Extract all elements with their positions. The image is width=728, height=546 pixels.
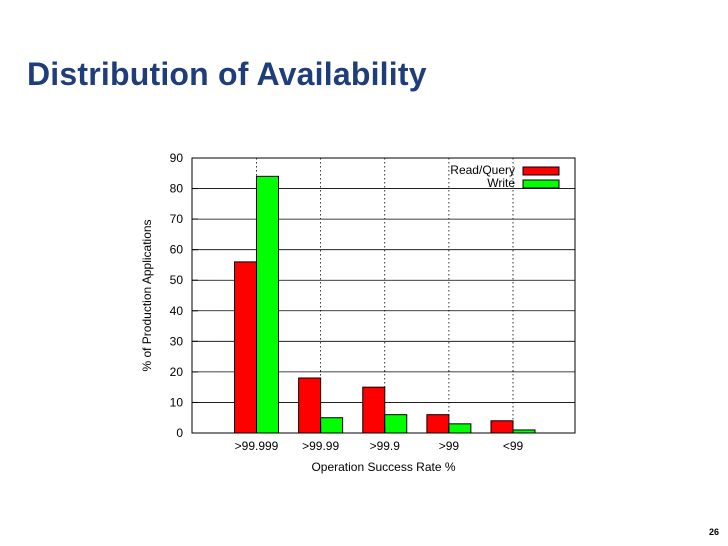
bar-write bbox=[256, 175, 279, 434]
y-tick-label: 20 bbox=[170, 365, 184, 379]
x-tick-label: >99 bbox=[439, 439, 460, 453]
y-tick-label: 50 bbox=[170, 273, 184, 287]
bar-read-query bbox=[490, 420, 514, 434]
page-number: 26 bbox=[708, 527, 719, 537]
x-tick-label: >99.99 bbox=[302, 439, 339, 453]
y-tick-label: 90 bbox=[170, 151, 184, 165]
x-axis-label: Operation Success Rate % bbox=[311, 460, 455, 474]
bars bbox=[234, 175, 536, 434]
x-tick-label: >99.999 bbox=[235, 439, 279, 453]
bar-read-query bbox=[426, 414, 450, 434]
y-tick-label: 30 bbox=[170, 334, 184, 348]
y-tick-label: 60 bbox=[170, 243, 184, 257]
y-tick-label: 10 bbox=[170, 395, 184, 409]
legend-swatch bbox=[522, 179, 560, 189]
y-tick-label: 40 bbox=[170, 304, 184, 318]
y-tick-label: 0 bbox=[176, 426, 183, 440]
x-tick-label: <99 bbox=[503, 439, 524, 453]
legend-swatch bbox=[522, 166, 560, 176]
y-axis-label: % of Production Applications bbox=[140, 219, 154, 371]
bar-write bbox=[384, 414, 408, 434]
legend-label: Read/Query bbox=[450, 163, 515, 177]
y-tick-label: 70 bbox=[170, 212, 184, 226]
y-tick-label: 80 bbox=[170, 182, 184, 196]
bar-read-query bbox=[362, 386, 386, 434]
plot-frame bbox=[191, 157, 576, 434]
bar-write bbox=[320, 417, 344, 434]
x-tick-label: >99.9 bbox=[370, 439, 401, 453]
bar-read-query bbox=[234, 261, 257, 434]
slide-title: Distribution of Availability bbox=[27, 56, 427, 92]
bar-write bbox=[448, 423, 472, 434]
axis-ticks: 0 10 20 30 40 50 60 70 80 90 >99.999 >99.99 >99.9 >99… bbox=[170, 151, 524, 453]
bar-read-query bbox=[298, 377, 322, 434]
legend-label: Write bbox=[487, 176, 515, 190]
